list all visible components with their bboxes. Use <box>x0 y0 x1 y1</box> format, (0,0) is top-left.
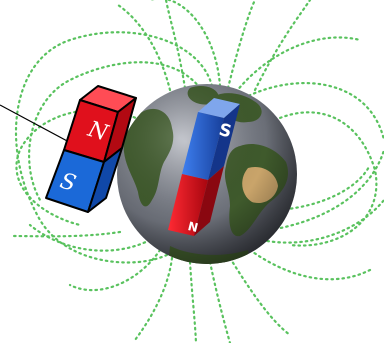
field-line <box>10 230 122 238</box>
field-line <box>228 256 292 337</box>
field-line <box>188 260 198 343</box>
field-line <box>28 223 152 252</box>
bar-magnet-south-side <box>87 147 123 213</box>
field-line <box>268 148 384 232</box>
earth-magnet-top-label: S <box>217 120 234 142</box>
field-line <box>248 248 372 281</box>
field-line <box>253 0 312 92</box>
field-line <box>278 163 372 212</box>
field-line <box>148 0 222 88</box>
field-line <box>260 198 384 244</box>
external-bar-magnet: N S <box>45 85 137 213</box>
earth-magnet-south-half <box>182 112 224 180</box>
earth-magnet-bottom-label: N <box>186 219 199 235</box>
field-line <box>242 81 384 142</box>
field-line <box>226 0 257 90</box>
field-line <box>164 0 187 90</box>
field-line <box>116 3 172 92</box>
bar-magnet-south-label: S <box>57 169 79 197</box>
field-line <box>234 36 362 94</box>
field-line <box>14 31 214 264</box>
field-line <box>273 111 378 247</box>
earth-magnet-top-face <box>198 98 240 118</box>
earth-bar-magnet: S N <box>168 98 240 236</box>
earth-magnet-north-half <box>168 174 208 236</box>
earth-magnet-north-side <box>194 166 224 236</box>
field-line <box>68 248 162 292</box>
field-line <box>133 256 174 342</box>
earth-magnet-south-side <box>208 104 240 180</box>
field-line <box>208 260 232 343</box>
